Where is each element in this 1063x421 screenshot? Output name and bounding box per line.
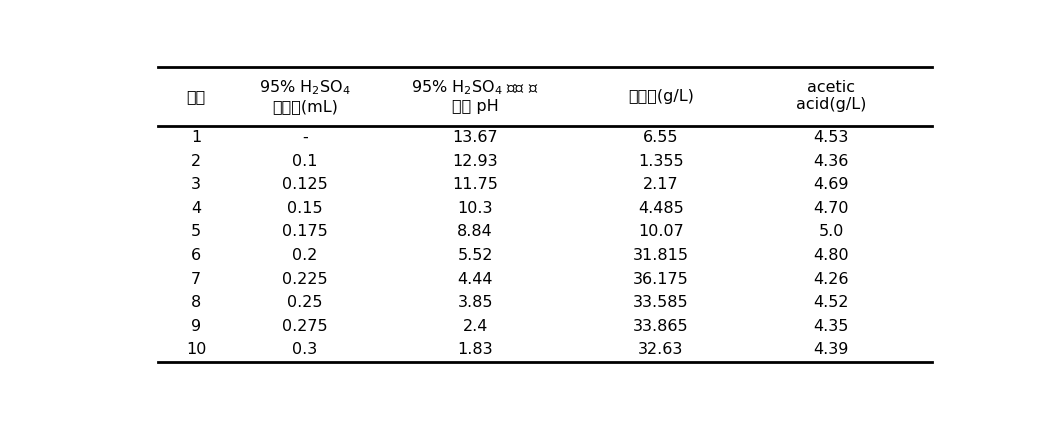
Text: 6: 6 bbox=[191, 248, 201, 263]
Text: 10.3: 10.3 bbox=[457, 201, 493, 216]
Text: 2: 2 bbox=[191, 154, 201, 169]
Text: 4.69: 4.69 bbox=[813, 177, 849, 192]
Text: 33.865: 33.865 bbox=[634, 319, 689, 334]
Text: 95% H$_2$SO$_4$ 첨가 후
흑액 pH: 95% H$_2$SO$_4$ 첨가 후 흑액 pH bbox=[411, 78, 539, 114]
Text: 33.585: 33.585 bbox=[634, 295, 689, 310]
Text: 8.84: 8.84 bbox=[457, 224, 493, 240]
Text: 0.125: 0.125 bbox=[282, 177, 327, 192]
Text: 13.67: 13.67 bbox=[452, 130, 497, 145]
Text: 5: 5 bbox=[191, 224, 201, 240]
Text: 4.35: 4.35 bbox=[813, 319, 849, 334]
Text: 31.815: 31.815 bbox=[632, 248, 689, 263]
Text: 0.1: 0.1 bbox=[292, 154, 318, 169]
Text: 0.15: 0.15 bbox=[287, 201, 322, 216]
Text: 4: 4 bbox=[191, 201, 201, 216]
Text: 4.44: 4.44 bbox=[457, 272, 493, 287]
Text: 0.25: 0.25 bbox=[287, 295, 322, 310]
Text: 4.485: 4.485 bbox=[638, 201, 684, 216]
Text: -: - bbox=[302, 130, 307, 145]
Text: 0.225: 0.225 bbox=[282, 272, 327, 287]
Text: 9: 9 bbox=[191, 319, 201, 334]
Text: acetic
acid(g/L): acetic acid(g/L) bbox=[796, 80, 866, 112]
Text: 4.80: 4.80 bbox=[813, 248, 849, 263]
Text: 4.70: 4.70 bbox=[813, 201, 849, 216]
Text: 0.275: 0.275 bbox=[282, 319, 327, 334]
Text: 0.175: 0.175 bbox=[282, 224, 327, 240]
Text: 32.63: 32.63 bbox=[638, 342, 684, 357]
Text: 10.07: 10.07 bbox=[638, 224, 684, 240]
Text: 1.355: 1.355 bbox=[638, 154, 684, 169]
Text: 2.17: 2.17 bbox=[643, 177, 679, 192]
Text: 순번: 순번 bbox=[187, 89, 206, 104]
Text: 1: 1 bbox=[191, 130, 201, 145]
Text: 0.3: 0.3 bbox=[292, 342, 318, 357]
Text: 7: 7 bbox=[191, 272, 201, 287]
Text: 8: 8 bbox=[191, 295, 201, 310]
Text: 4.26: 4.26 bbox=[813, 272, 849, 287]
Text: 10: 10 bbox=[186, 342, 206, 357]
Text: 4.53: 4.53 bbox=[813, 130, 849, 145]
Text: 4.52: 4.52 bbox=[813, 295, 849, 310]
Text: 5.0: 5.0 bbox=[819, 224, 844, 240]
Text: 3: 3 bbox=[191, 177, 201, 192]
Text: 0.2: 0.2 bbox=[292, 248, 318, 263]
Text: 3.85: 3.85 bbox=[457, 295, 493, 310]
Text: 2.4: 2.4 bbox=[462, 319, 488, 334]
Text: 12.93: 12.93 bbox=[452, 154, 497, 169]
Text: 11.75: 11.75 bbox=[452, 177, 499, 192]
Text: 리그닌(g/L): 리그닌(g/L) bbox=[628, 89, 694, 104]
Text: 1.83: 1.83 bbox=[457, 342, 493, 357]
Text: 4.36: 4.36 bbox=[813, 154, 849, 169]
Text: 95% H$_2$SO$_4$
첨가량(mL): 95% H$_2$SO$_4$ 첨가량(mL) bbox=[258, 78, 351, 114]
Text: 5.52: 5.52 bbox=[457, 248, 493, 263]
Text: 6.55: 6.55 bbox=[643, 130, 678, 145]
Text: 4.39: 4.39 bbox=[813, 342, 849, 357]
Text: 36.175: 36.175 bbox=[634, 272, 689, 287]
